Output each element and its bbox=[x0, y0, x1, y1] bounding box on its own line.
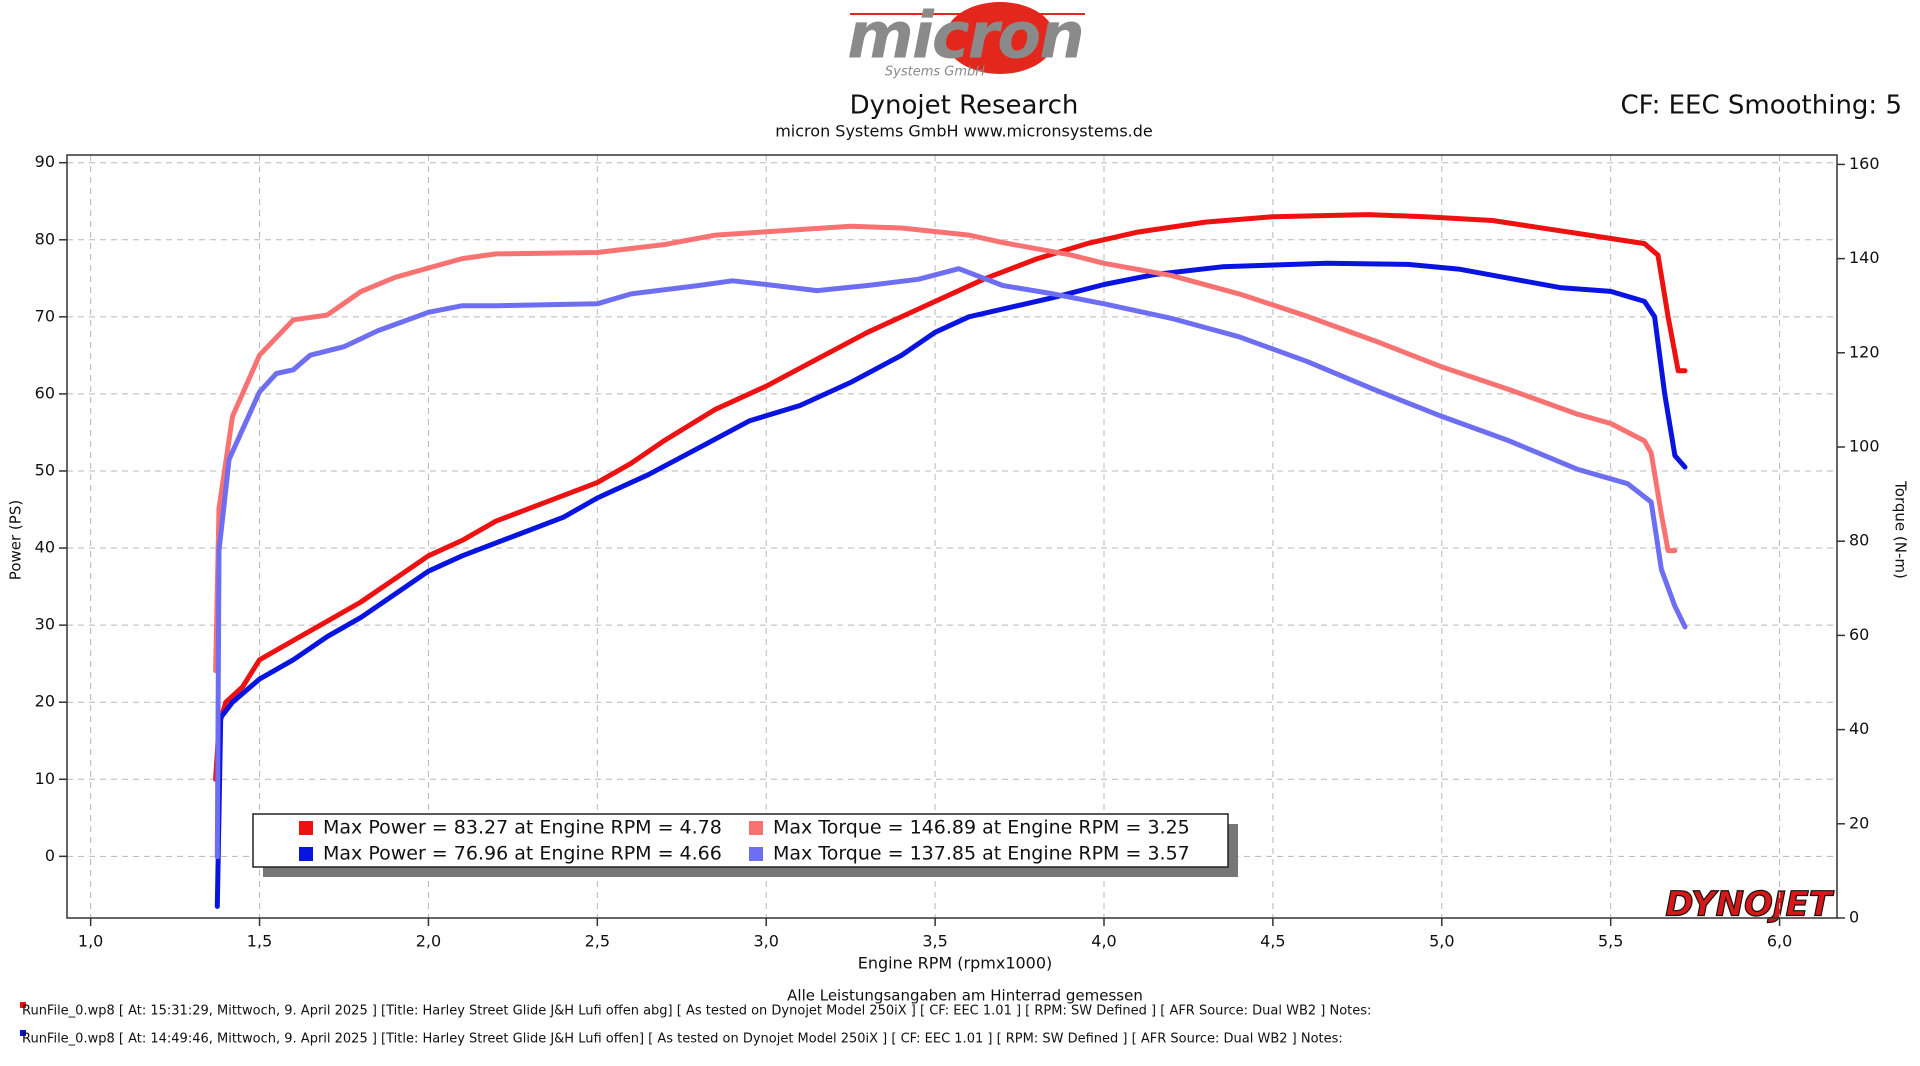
series-line bbox=[214, 260, 1688, 909]
y-tick-label: 20 bbox=[35, 692, 55, 711]
y-tick-label: 90 bbox=[35, 152, 55, 171]
y2-tick-label: 80 bbox=[1849, 531, 1869, 550]
x-tick-label: 4,5 bbox=[1260, 932, 1285, 951]
y2-tick-label: 120 bbox=[1849, 342, 1880, 361]
x-axis-title: Engine RPM (rpmx1000) bbox=[858, 954, 1053, 973]
chart-title: Dynojet Research bbox=[850, 91, 1079, 121]
legend-label: Max Power = 76.96 at Engine RPM = 4.66 bbox=[323, 843, 722, 865]
logo-name: micron bbox=[847, 0, 1083, 74]
y2-axis-title: Torque (N-m) bbox=[1892, 480, 1910, 579]
y2-tick-label: 160 bbox=[1849, 154, 1880, 173]
y-tick-label: 40 bbox=[35, 538, 55, 557]
x-tick-label: 2,0 bbox=[416, 932, 441, 951]
y-tick-label: 80 bbox=[35, 229, 55, 248]
series-line bbox=[213, 212, 1688, 782]
legend-swatch bbox=[749, 847, 763, 861]
legend-label: Max Power = 83.27 at Engine RPM = 4.78 bbox=[323, 817, 722, 839]
corner-note: CF: EEC Smoothing: 5 bbox=[1621, 91, 1902, 121]
y2-tick-label: 140 bbox=[1849, 248, 1880, 267]
y2-tick-label: 100 bbox=[1849, 437, 1880, 456]
x-tick-label: 1,5 bbox=[247, 932, 272, 951]
y-tick-label: 0 bbox=[45, 846, 55, 865]
series-line bbox=[213, 223, 1678, 674]
x-tick-label: 2,5 bbox=[585, 932, 610, 951]
y-tick-label: 70 bbox=[35, 306, 55, 325]
y2-tick-label: 20 bbox=[1849, 813, 1869, 832]
run-marker bbox=[20, 1002, 26, 1008]
logo-tagline: Systems GmbH bbox=[885, 65, 985, 80]
chart-subtitle: micron Systems GmbH www.micronsystems.de bbox=[775, 122, 1153, 141]
run-file-line: RunFile_0.wp8 [ At: 14:49:46, Mittwoch, … bbox=[22, 1032, 1343, 1047]
run-file-line: RunFile_0.wp8 [ At: 15:31:29, Mittwoch, … bbox=[22, 1004, 1371, 1019]
x-tick-label: 1,0 bbox=[78, 932, 103, 951]
y-tick-label: 50 bbox=[35, 460, 55, 479]
x-tick-label: 4,0 bbox=[1091, 932, 1116, 951]
y-tick-label: 30 bbox=[35, 615, 55, 634]
legend-label: Max Torque = 146.89 at Engine RPM = 3.25 bbox=[773, 817, 1190, 839]
y-tick-label: 60 bbox=[35, 383, 55, 402]
logo: micron Systems GmbH bbox=[847, 0, 1085, 80]
legend bbox=[252, 813, 1229, 868]
x-tick-label: 3,0 bbox=[753, 932, 778, 951]
x-tick-label: 5,5 bbox=[1598, 932, 1623, 951]
legend-swatch bbox=[749, 821, 763, 835]
plot-frame bbox=[66, 154, 1838, 919]
legend-swatch bbox=[299, 847, 313, 861]
legend-swatch bbox=[299, 821, 313, 835]
y2-tick-label: 60 bbox=[1849, 625, 1869, 644]
x-tick-label: 5,0 bbox=[1429, 932, 1454, 951]
x-tick-label: 3,5 bbox=[922, 932, 947, 951]
run-marker bbox=[20, 1030, 26, 1036]
footnote: Alle Leistungsangaben am Hinterrad gemes… bbox=[787, 987, 1143, 1005]
x-tick-label: 6,0 bbox=[1767, 932, 1792, 951]
y-axis-title: Power (PS) bbox=[7, 500, 25, 580]
series-line bbox=[214, 266, 1688, 860]
y2-tick-label: 0 bbox=[1849, 908, 1859, 927]
y2-tick-label: 40 bbox=[1849, 719, 1869, 738]
logo-disc bbox=[945, 2, 1055, 74]
y-tick-label: 10 bbox=[35, 769, 55, 788]
legend-label: Max Torque = 137.85 at Engine RPM = 3.57 bbox=[773, 843, 1190, 865]
